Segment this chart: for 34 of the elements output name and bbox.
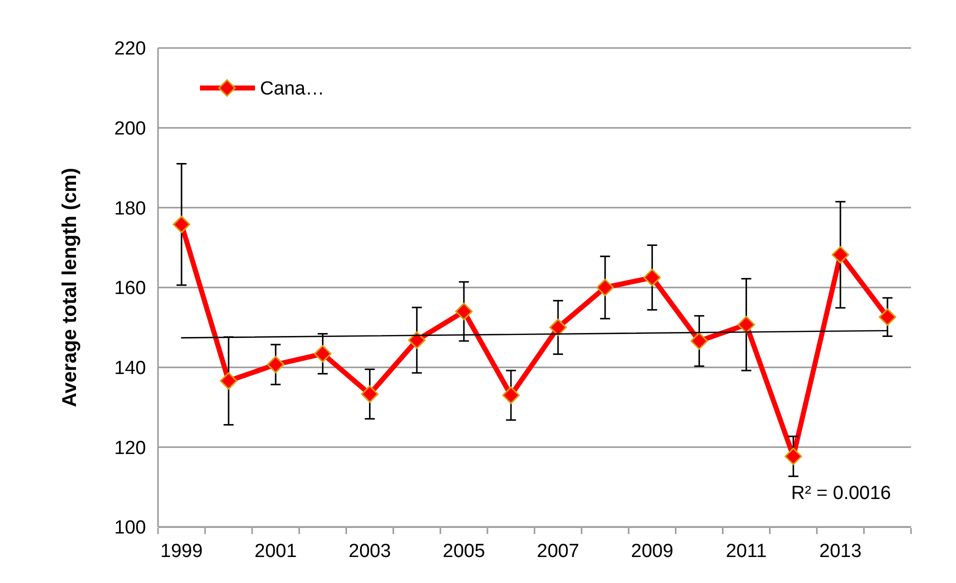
y-tick-label: 180 xyxy=(114,198,146,220)
point xyxy=(784,448,802,466)
point xyxy=(549,318,567,336)
point xyxy=(832,246,850,264)
legend-label: Cana… xyxy=(260,78,324,100)
point xyxy=(266,356,284,374)
point xyxy=(314,345,332,363)
x-tick-label: 1999 xyxy=(160,541,203,562)
point xyxy=(220,372,238,390)
x-tick-label: 2011 xyxy=(726,541,767,562)
point xyxy=(738,316,756,334)
y-tick-label: 120 xyxy=(114,438,146,459)
point xyxy=(690,332,708,350)
x-tick-label: 2003 xyxy=(348,541,391,562)
x-tick-label: 2005 xyxy=(442,541,486,562)
y-tick-label: 200 xyxy=(114,118,146,140)
x-tick-label: 2007 xyxy=(536,541,580,562)
point xyxy=(455,302,473,320)
x-tick-label: 2009 xyxy=(631,541,674,562)
point xyxy=(172,216,190,234)
point xyxy=(878,308,896,326)
point xyxy=(502,386,520,404)
x-tick-label: 2001 xyxy=(254,541,297,562)
y-tick-label: 160 xyxy=(114,278,146,300)
point xyxy=(596,278,614,296)
point xyxy=(408,331,426,349)
y-tick-label: 220 xyxy=(114,38,146,60)
point xyxy=(643,268,661,286)
point xyxy=(361,385,379,403)
x-tick-label: 2013 xyxy=(819,541,862,562)
y-axis-title: Average total length (cm) xyxy=(59,168,81,408)
annotation: R² = 0.0016 xyxy=(791,483,891,504)
y-tick-label: 100 xyxy=(114,518,146,539)
y-tick-label: 140 xyxy=(114,358,146,379)
